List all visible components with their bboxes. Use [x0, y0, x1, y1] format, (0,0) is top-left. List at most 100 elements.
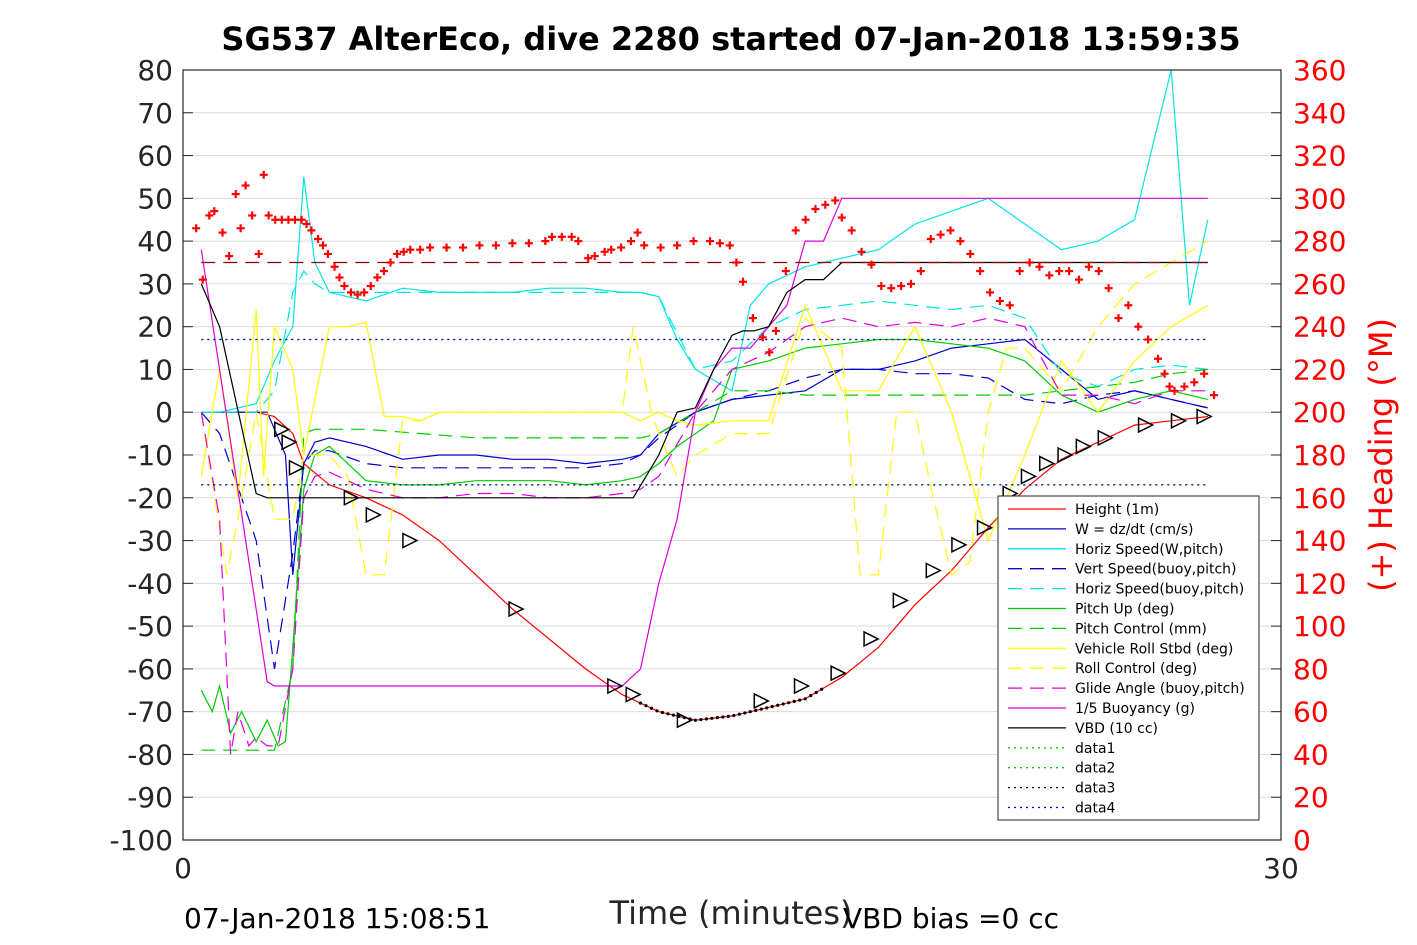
height-sample-dot [715, 716, 719, 720]
heading-marker [758, 333, 767, 342]
height-sample-dot [649, 706, 654, 710]
heading-marker [1124, 301, 1133, 310]
height-sample-dot [814, 690, 818, 695]
height-sample-dot [748, 710, 752, 714]
heading-marker [590, 252, 599, 261]
series-horiz-speed-buoy-pitch [201, 270, 1208, 413]
heading-marker [236, 224, 245, 233]
heading-marker [373, 273, 382, 282]
heading-marker [640, 241, 649, 250]
heading-marker [771, 326, 780, 335]
series-pitch-up-deg [200, 338, 1208, 747]
legend-box [997, 495, 1260, 821]
footer-vbd-bias: VBD bias =0 cc [843, 902, 1059, 935]
right-tick-label: 240 [1293, 311, 1346, 344]
heading-marker [1015, 267, 1024, 276]
left-tick-label: 80 [137, 54, 173, 87]
heading-marker [574, 237, 583, 246]
heading-marker [491, 241, 500, 250]
heading-marker [1035, 262, 1044, 271]
triangle-marker [1097, 429, 1114, 447]
left-tick-label: 30 [137, 268, 173, 301]
heading-marker [225, 252, 234, 261]
legend-label: Horiz Speed(buoy,pitch) [1075, 582, 1244, 598]
legend-label: Vert Speed(buoy,pitch) [1075, 562, 1237, 578]
height-sample-dot [765, 706, 769, 710]
triangle-marker [863, 630, 880, 648]
heading-marker [673, 241, 682, 250]
left-tick-label: -10 [127, 439, 173, 472]
triangle-marker [402, 532, 419, 549]
height-sample-dot [655, 709, 659, 713]
heading-marker [1114, 314, 1123, 323]
heading-marker [399, 247, 408, 256]
height-sample-dot [803, 697, 807, 701]
heading-marker [323, 249, 332, 258]
left-tick-label: 0 [155, 396, 173, 429]
heading-marker [393, 249, 402, 258]
heading-marker [1045, 271, 1054, 280]
heading-marker [715, 239, 724, 248]
x-tick-label: 30 [1263, 852, 1299, 885]
heading-marker [1104, 284, 1113, 293]
height-sample-dot [792, 699, 796, 704]
left-tick-label: -20 [127, 482, 173, 515]
heading-marker [857, 247, 866, 256]
heading-marker [626, 237, 635, 246]
heading-marker [732, 258, 741, 267]
heading-marker [887, 284, 896, 293]
left-tick-label: -60 [127, 653, 173, 686]
heading-marker [617, 243, 626, 252]
triangle-marker [976, 519, 994, 536]
heading-marker [346, 288, 355, 297]
legend-label: Horiz Speed(W,pitch) [1075, 542, 1223, 558]
legend-label: Glide Angle (buoy,pitch) [1075, 681, 1245, 697]
right-tick-label: 320 [1293, 140, 1346, 173]
heading-marker [966, 249, 975, 258]
right-tick-label: 180 [1293, 439, 1346, 472]
triangle-marker [892, 592, 910, 609]
triangle-marker [1039, 455, 1056, 472]
triangle-marker [793, 677, 811, 695]
heading-marker [218, 228, 227, 237]
height-sample-dot [754, 708, 758, 712]
heading-marker [210, 207, 219, 216]
heading-marker [314, 234, 323, 243]
heading-marker [1165, 382, 1174, 391]
heading-marker [335, 273, 344, 282]
left-tick-label: 20 [137, 311, 173, 344]
heading-marker [1144, 335, 1153, 344]
heading-marker [946, 226, 955, 235]
heading-marker [1074, 275, 1083, 284]
height-sample-dot [798, 698, 802, 702]
heading-marker [360, 288, 369, 297]
triangle-marker [753, 692, 770, 710]
triangle-marker [625, 686, 642, 703]
right-axis-label: (+) Heading (°M) [1362, 318, 1400, 592]
right-tick-label: 40 [1293, 738, 1329, 771]
triangle-marker [1057, 446, 1074, 464]
heading-marker [867, 260, 876, 269]
triangle-marker [1170, 412, 1188, 429]
triangle-marker [1196, 408, 1213, 425]
heading-marker [821, 200, 830, 209]
right-tick-label: 160 [1293, 482, 1346, 515]
heading-marker [330, 262, 339, 271]
heading-marker [748, 314, 757, 323]
series-layer [200, 69, 1209, 755]
heading-marker [995, 297, 1004, 305]
heading-marker [847, 226, 856, 235]
series-w-dz-dt-cm-s [201, 338, 1208, 575]
height-sample-dot [743, 711, 747, 715]
heading-marker [1134, 322, 1143, 331]
heading-marker [1210, 391, 1219, 400]
height-sample-dot [671, 713, 676, 717]
heading-marker [254, 249, 263, 258]
right-tick-label: 260 [1293, 268, 1346, 301]
series-roll-control-deg [200, 240, 1209, 576]
legend-label: W = dz/dt (cm/s) [1075, 522, 1194, 538]
heading-marker [831, 196, 840, 205]
series-horiz-speed-w-pitch [201, 69, 1209, 413]
heading-marker [791, 226, 800, 235]
